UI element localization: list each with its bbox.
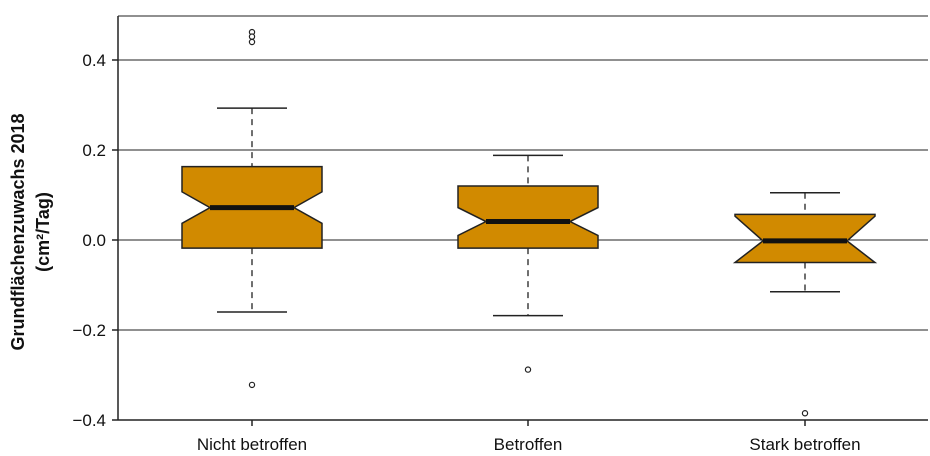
- box-group-1: [457, 154, 599, 373]
- box-group-0: [181, 28, 323, 389]
- box-body-1: [457, 185, 599, 249]
- y-tick-label-0: 0.4: [82, 51, 106, 70]
- boxes: [181, 28, 878, 417]
- y-axis-title-line2: (cm²/Tag): [33, 192, 53, 272]
- outlier-0-3: [248, 381, 256, 389]
- x-tick-label-0: Nicht betroffen: [197, 435, 307, 454]
- outlier-2-0: [801, 410, 809, 417]
- axes: [112, 15, 928, 426]
- x-tick-label-1: Betroffen: [494, 435, 563, 454]
- outlier-0-2: [248, 38, 256, 46]
- x-tick-label-2: Stark betroffen: [749, 435, 860, 454]
- y-tick-label-4: −0.4: [72, 411, 106, 430]
- labels: 0.4 0.2 0.0 −0.2 −0.4 Nicht betroffen Betroffe…: [72, 51, 860, 454]
- y-tick-label-3: −0.2: [72, 321, 106, 340]
- outlier-1-0: [524, 366, 532, 373]
- y-tick-label-2: 0.0: [82, 231, 106, 250]
- outlier-0-1: [248, 33, 256, 40]
- y-tick-label-1: 0.2: [82, 141, 106, 160]
- y-axis-title-line1: Grundflächenzuwachs 2018: [8, 113, 28, 350]
- box-group-2: [732, 192, 878, 417]
